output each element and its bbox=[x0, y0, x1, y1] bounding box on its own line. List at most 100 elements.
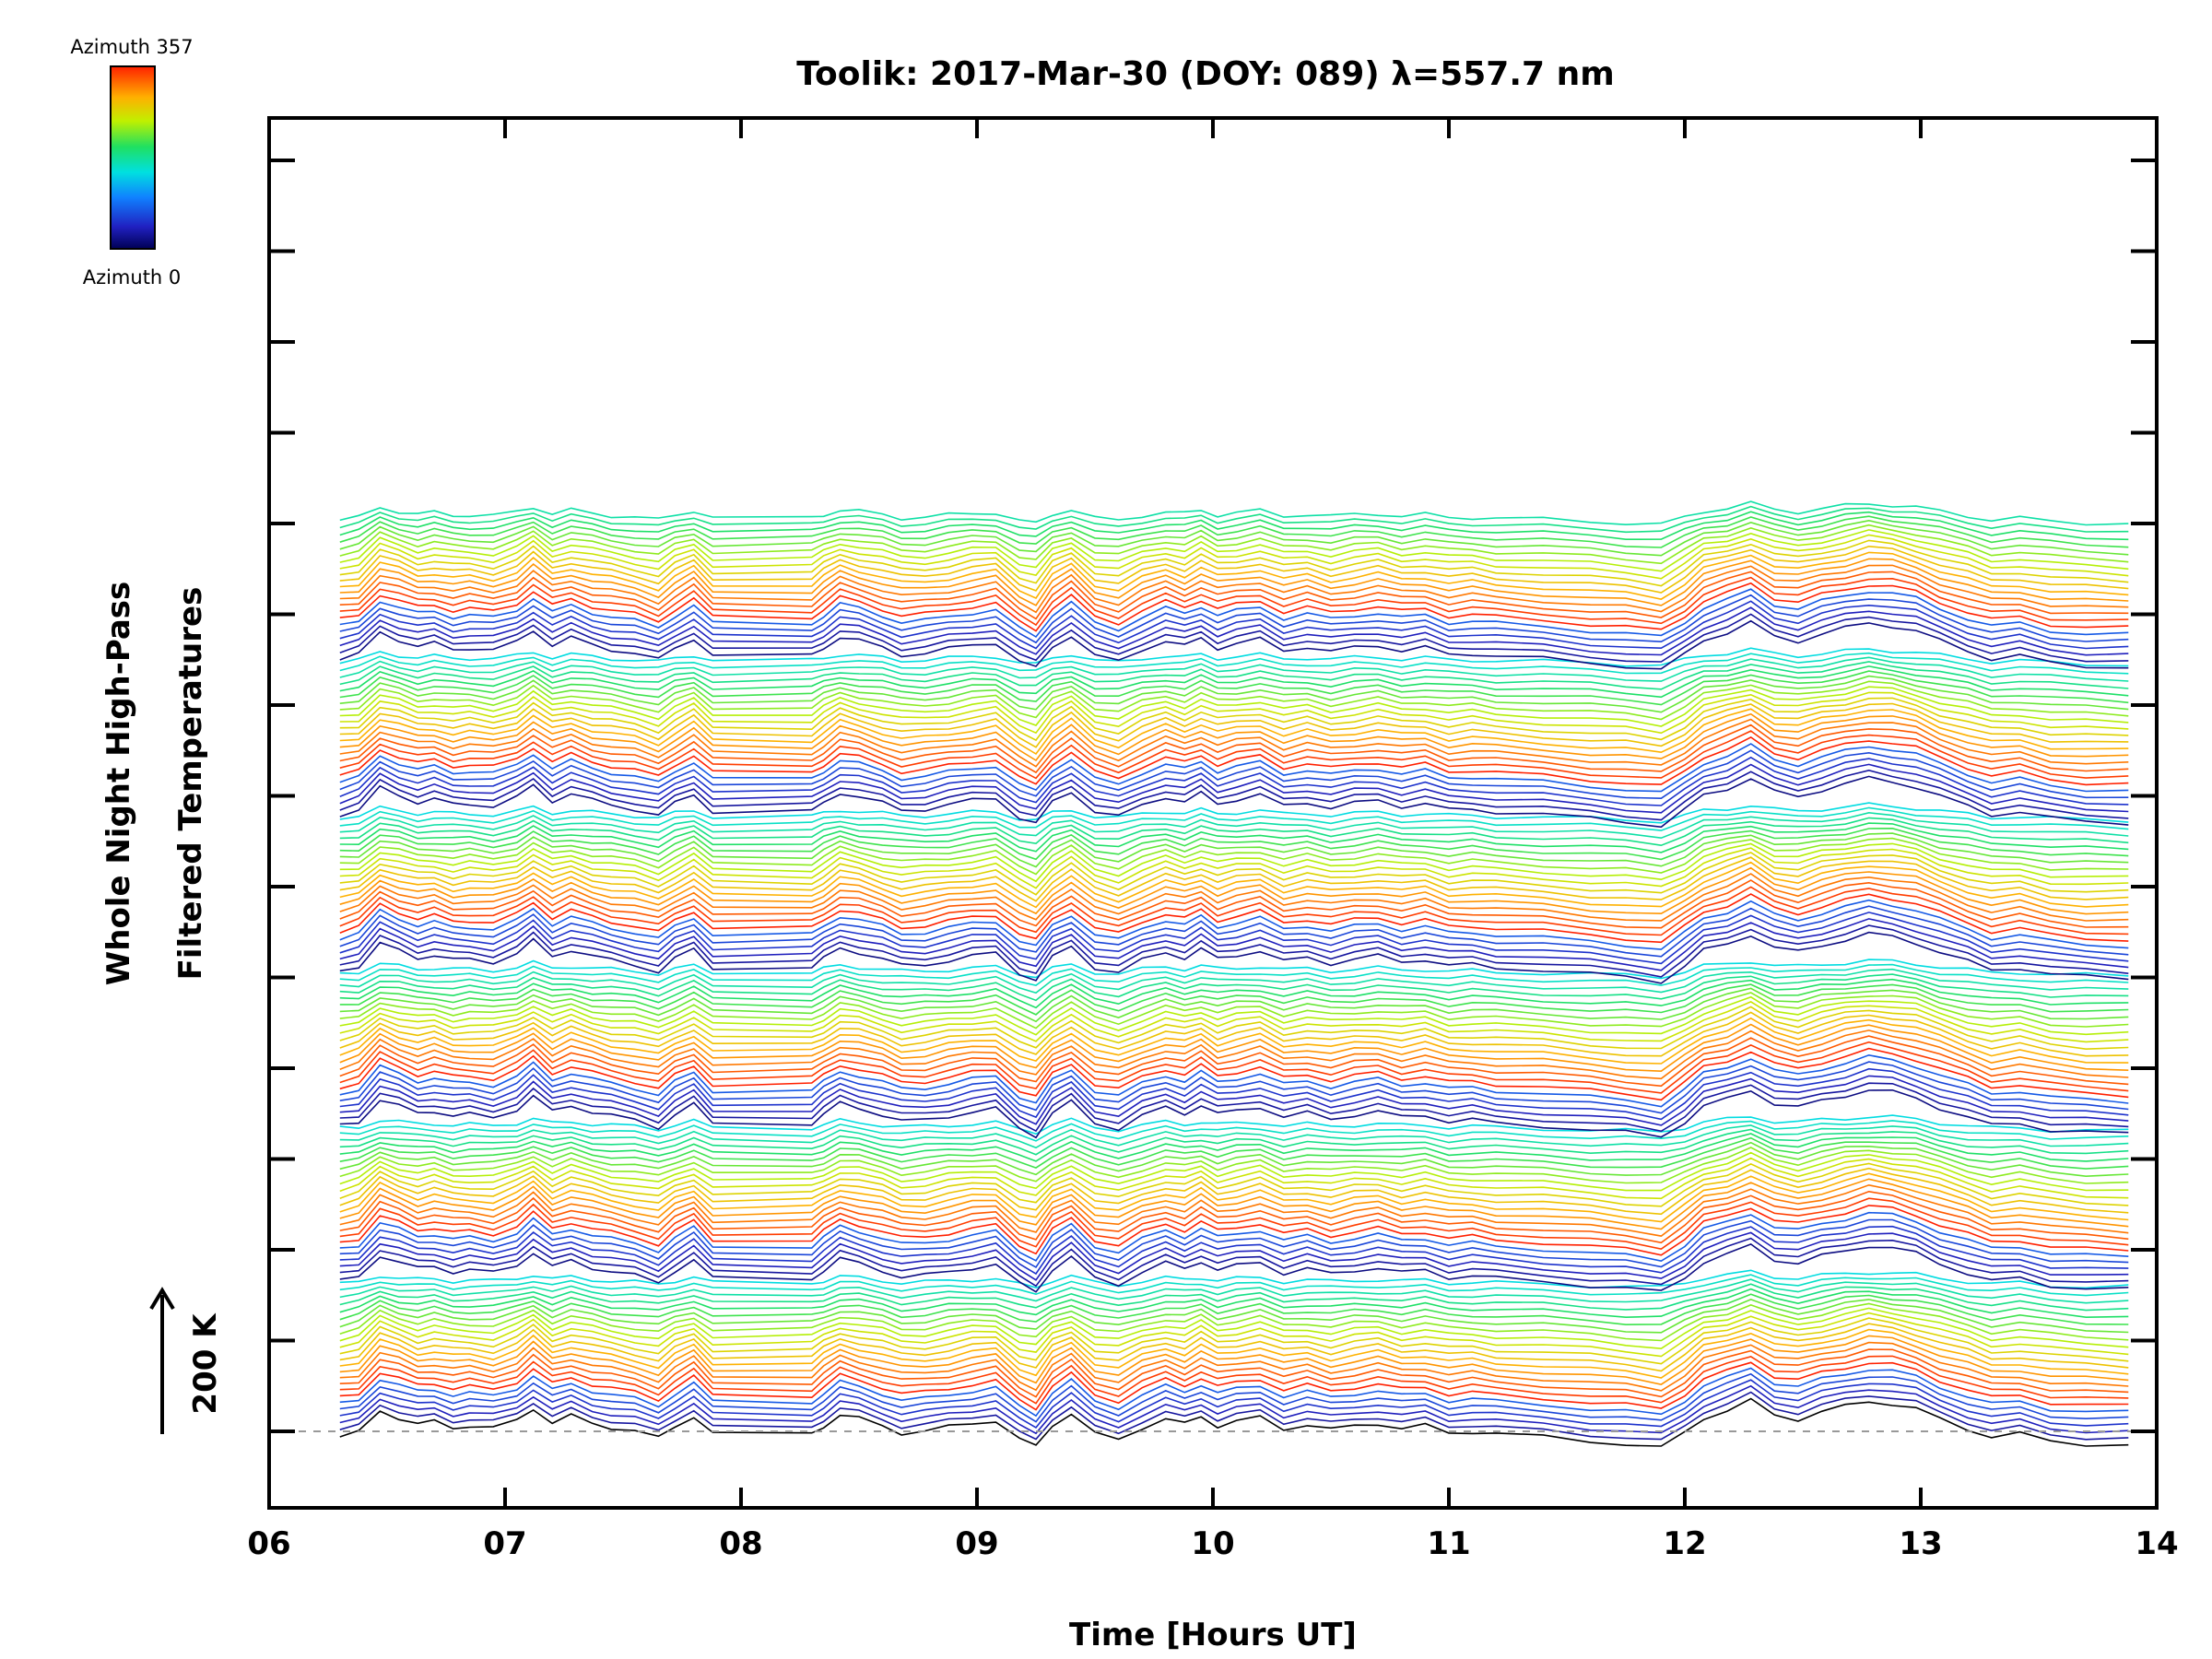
trace-line bbox=[339, 1307, 2129, 1350]
trace-line bbox=[339, 680, 2129, 721]
trace-line bbox=[339, 1299, 2129, 1334]
trace-line bbox=[339, 505, 2129, 534]
trace-line bbox=[339, 1172, 2129, 1223]
trace-line bbox=[339, 983, 2129, 1016]
trace-line bbox=[339, 973, 2129, 1002]
trace-line bbox=[339, 905, 2129, 958]
trace-line bbox=[339, 515, 2129, 548]
trace-line bbox=[339, 500, 2129, 526]
trace-line bbox=[339, 1283, 2129, 1312]
trace-line bbox=[339, 811, 2129, 840]
trace-line bbox=[339, 749, 2129, 800]
trace-line bbox=[339, 802, 2129, 824]
trace-line bbox=[339, 847, 2129, 889]
trace-line bbox=[339, 656, 2129, 682]
trace-line bbox=[339, 1128, 2129, 1156]
trace-line bbox=[339, 1141, 2129, 1178]
trace-line bbox=[339, 1047, 2129, 1101]
trace-line bbox=[339, 571, 2129, 620]
trace-line bbox=[339, 837, 2129, 876]
trace-line bbox=[339, 539, 2129, 587]
trace-line bbox=[339, 594, 2129, 644]
trace-line bbox=[339, 652, 2129, 675]
scale-bar-label: 200 K bbox=[187, 1312, 224, 1415]
trace-line bbox=[339, 827, 2129, 861]
trace-line bbox=[339, 534, 2129, 580]
trace-line bbox=[339, 1355, 2129, 1405]
trace-line bbox=[339, 1183, 2129, 1237]
trace-line bbox=[339, 1011, 2129, 1057]
trace-line bbox=[339, 1082, 2129, 1133]
trace-line bbox=[339, 1242, 2129, 1293]
trace-line bbox=[339, 893, 2129, 944]
trace-line bbox=[339, 866, 2129, 915]
x-tick-label-12: 12 bbox=[1663, 1525, 1706, 1562]
trace-line bbox=[339, 1030, 2129, 1080]
x-tick-label-10: 10 bbox=[1191, 1525, 1234, 1562]
trace-line bbox=[339, 1335, 2129, 1385]
trace-line bbox=[339, 665, 2129, 699]
trace-line bbox=[339, 1274, 2129, 1297]
x-tick-label-06: 06 bbox=[247, 1525, 290, 1562]
trace-line bbox=[339, 708, 2129, 756]
x-tick-label-13: 13 bbox=[1899, 1525, 1942, 1562]
trace-line bbox=[339, 613, 2129, 663]
trace-line bbox=[339, 1061, 2129, 1114]
trace-line bbox=[339, 545, 2129, 594]
x-tick-label-08: 08 bbox=[719, 1525, 762, 1562]
trace-line bbox=[339, 600, 2129, 650]
trace-line bbox=[339, 1278, 2129, 1304]
trace-line bbox=[339, 606, 2129, 656]
y-axis-label-line2: Filtered Temperatures bbox=[172, 587, 209, 981]
trace-line bbox=[339, 918, 2129, 971]
trace-line bbox=[339, 1178, 2129, 1230]
trace-line bbox=[339, 1288, 2129, 1319]
trace-line bbox=[339, 661, 2129, 690]
trace-line bbox=[339, 1218, 2129, 1269]
y-axis-label-line1: Whole Night High-Pass bbox=[100, 582, 137, 986]
trace-line bbox=[339, 558, 2129, 606]
trace-line bbox=[339, 1302, 2129, 1342]
trace-line bbox=[339, 1293, 2129, 1326]
trace-line bbox=[339, 1151, 2129, 1192]
x-tick-label-11: 11 bbox=[1427, 1525, 1470, 1562]
trace-line bbox=[339, 763, 2129, 814]
trace-line bbox=[339, 1237, 2129, 1288]
trace-line bbox=[339, 806, 2129, 831]
trace-line bbox=[339, 886, 2129, 936]
trace-line bbox=[339, 1067, 2129, 1121]
trace-line bbox=[339, 861, 2129, 909]
trace-line bbox=[339, 856, 2129, 902]
trace-line bbox=[339, 1162, 2129, 1207]
trace-line bbox=[339, 959, 2129, 980]
trace-line bbox=[339, 912, 2129, 965]
trace-line bbox=[339, 1348, 2129, 1398]
x-tick-label-07: 07 bbox=[483, 1525, 526, 1562]
trace-line bbox=[339, 1361, 2129, 1411]
trace-line bbox=[339, 1147, 2129, 1184]
trace-line bbox=[339, 675, 2129, 713]
trace-line bbox=[339, 879, 2129, 929]
colorbar-bottom-label: Azimuth 0 bbox=[83, 266, 182, 288]
trace-line bbox=[339, 1017, 2129, 1065]
trace-line bbox=[339, 1041, 2129, 1094]
trace-line bbox=[339, 524, 2129, 565]
trace-line bbox=[339, 1397, 2129, 1447]
trace-line bbox=[339, 718, 2129, 768]
trace-line bbox=[339, 1225, 2129, 1276]
trace-line bbox=[339, 1136, 2129, 1170]
x-axis-label: Time [Hours UT] bbox=[1069, 1617, 1357, 1653]
trace-line bbox=[339, 686, 2129, 727]
trace-line bbox=[339, 1231, 2129, 1281]
x-tick-label-09: 09 bbox=[955, 1525, 998, 1562]
trace-line bbox=[339, 1367, 2129, 1418]
trace-line bbox=[339, 1391, 2129, 1441]
trace-line bbox=[339, 1312, 2129, 1358]
trace-line bbox=[339, 968, 2129, 994]
trace-line bbox=[339, 1035, 2129, 1088]
trace-line bbox=[339, 873, 2129, 922]
trace-line bbox=[339, 576, 2129, 627]
trace-line bbox=[339, 1023, 2129, 1073]
trace-line bbox=[339, 1384, 2129, 1435]
trace-line bbox=[339, 1114, 2129, 1135]
